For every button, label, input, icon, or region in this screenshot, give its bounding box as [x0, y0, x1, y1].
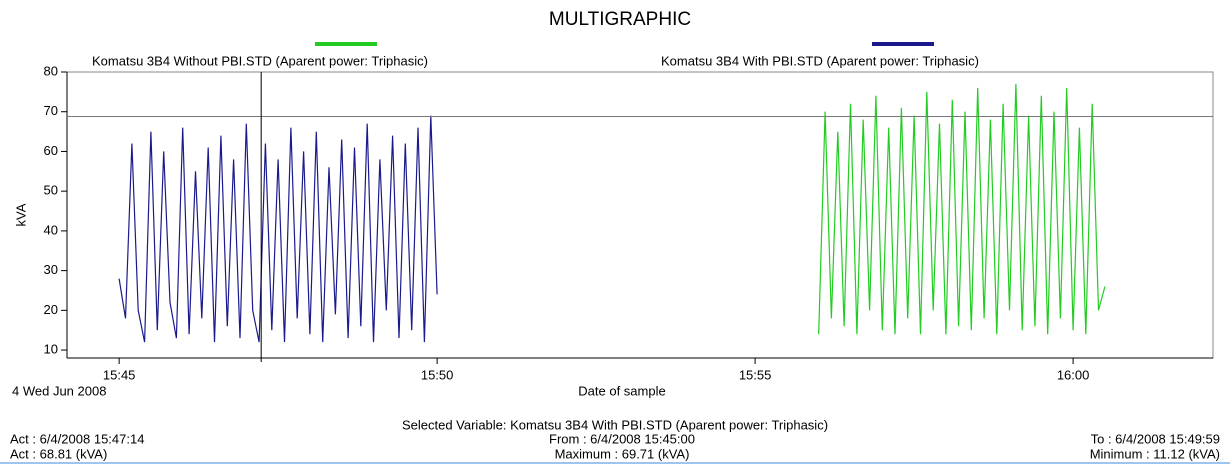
y-tick-label: 10 [44, 341, 58, 356]
y-tick-label: 20 [44, 302, 58, 317]
y-tick-label: 40 [44, 222, 58, 237]
footer-selected: Selected Variable: Komatsu 3B4 With PBI.… [402, 417, 828, 432]
x-axis-label: Date of sample [578, 383, 665, 398]
y-tick-label: 50 [44, 183, 58, 198]
series-line [818, 83, 1106, 335]
chart-title: MULTIGRAPHIC [549, 9, 691, 30]
y-tick-label: 80 [44, 63, 58, 78]
footer-from: From : 6/4/2008 15:45:00 [549, 431, 695, 446]
footer-act-value: Act : 68.81 (kVA) [10, 446, 107, 461]
x-tick-label: 16:00 [1057, 367, 1090, 382]
footer-act-time: Act : 6/4/2008 15:47:14 [10, 431, 144, 446]
footer-maximum: Maximum : 69.71 (kVA) [555, 446, 690, 461]
x-tick-label: 15:45 [103, 367, 136, 382]
legend-swatch [315, 42, 377, 46]
x-tick-label: 15:50 [421, 367, 454, 382]
y-tick-label: 70 [44, 103, 58, 118]
y-axis-label: kVA [13, 203, 28, 226]
legend-label: Komatsu 3B4 Without PBI.STD (Aparent pow… [92, 53, 428, 68]
series-line [118, 115, 438, 343]
y-tick-label: 60 [44, 143, 58, 158]
footer-to: To : 6/4/2008 15:49:59 [1091, 431, 1220, 446]
x-tick-label: 15:55 [739, 367, 772, 382]
y-tick-label: 30 [44, 262, 58, 277]
date-label: 4 Wed Jun 2008 [12, 383, 106, 398]
footer-minimum: Minimum : 11.12 (kVA) [1090, 446, 1220, 461]
legend-swatch [872, 42, 934, 46]
legend-label: Komatsu 3B4 With PBI.STD (Aparent power:… [661, 53, 979, 68]
